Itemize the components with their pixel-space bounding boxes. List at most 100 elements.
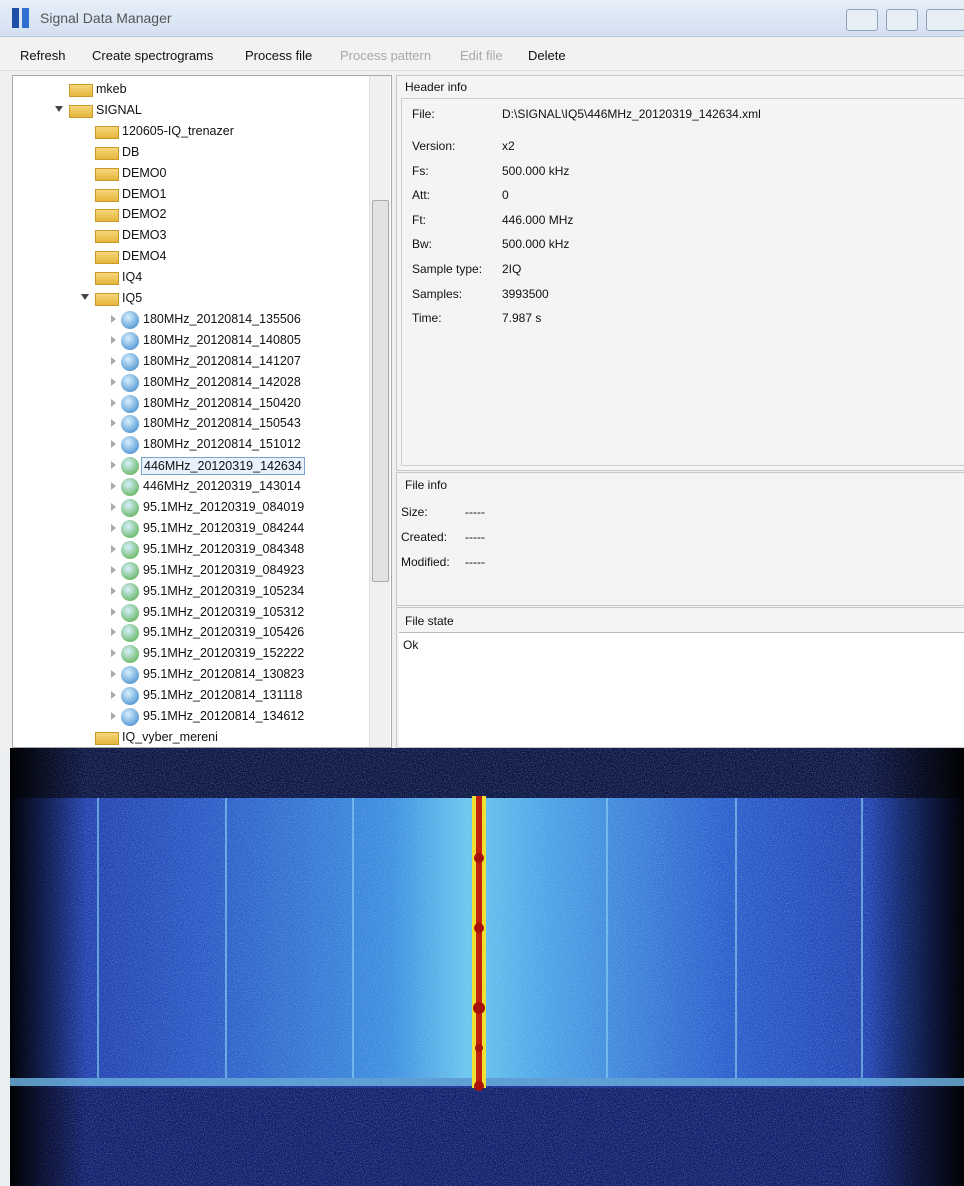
tree-item[interactable]: DEMO1 [122, 186, 167, 201]
field-label: Sample type: [412, 262, 483, 276]
expand-arrow[interactable] [111, 565, 116, 574]
tree-item[interactable]: IQ4 [122, 270, 143, 285]
expand-arrow[interactable] [111, 691, 116, 700]
tree-item[interactable]: 180MHz_20120814_141207 [143, 353, 301, 368]
carrier-lines [97, 798, 863, 1078]
expand-arrow[interactable] [111, 523, 116, 532]
tree-item[interactable]: DEMO0 [122, 165, 167, 180]
expand-arrow[interactable] [55, 105, 63, 112]
field-label: Fs: [412, 163, 429, 178]
expand-arrow[interactable] [111, 712, 116, 720]
tree-item[interactable]: DB [122, 144, 140, 159]
tree-item[interactable]: 95.1MHz_20120319_105312 [143, 604, 305, 619]
tree-item[interactable]: 180MHz_20120814_151012 [143, 437, 301, 452]
file-icon [121, 310, 139, 329]
tree-item[interactable]: 95.1MHz_20120319_105234 [143, 583, 305, 598]
tree-item[interactable]: 95.1MHz_20120319_084244 [143, 520, 305, 535]
menu-item: Process pattern [340, 48, 432, 63]
close-button[interactable] [926, 9, 964, 31]
file-icon [121, 687, 139, 706]
expand-arrow[interactable] [111, 586, 116, 595]
field-label: Ft: [412, 212, 426, 227]
tree-item[interactable]: DEMO2 [122, 207, 167, 222]
field-value: 2IQ [502, 262, 522, 276]
tree-item[interactable]: 95.1MHz_20120319_105426 [143, 625, 305, 640]
file-icon [121, 436, 139, 455]
tree-item[interactable]: 446MHz_20120319_143014 [143, 479, 301, 494]
tree-item[interactable]: 180MHz_20120814_142028 [143, 374, 301, 389]
menu-item[interactable]: Create spectrograms [92, 48, 214, 63]
expand-arrow[interactable] [111, 335, 116, 344]
tree-item[interactable]: IQ_vyber_mereni [122, 729, 218, 744]
folder-icon [95, 731, 119, 745]
expand-arrow[interactable] [111, 356, 116, 365]
scrollbar-thumb[interactable] [372, 200, 389, 582]
expand-arrow[interactable] [111, 544, 116, 553]
tree-item[interactable]: 95.1MHz_20120319_084348 [143, 541, 305, 556]
field-label: Att: [412, 188, 431, 203]
tree-item[interactable]: DEMO4 [122, 249, 167, 264]
expand-arrow[interactable] [111, 503, 116, 511]
tree-item[interactable]: 95.1MHz_20120319_084923 [143, 562, 305, 577]
folder-icon [95, 251, 119, 265]
field-value: 500.000 kHz [502, 237, 570, 252]
expand-arrow[interactable] [111, 482, 116, 491]
field-label: Size: [401, 505, 428, 519]
header-fields: File: D:\SIGNAL\IQ5\446MHz_20120319_14263… [401, 98, 964, 466]
expand-arrow[interactable] [111, 419, 116, 428]
field-value: 0 [502, 188, 509, 203]
tree-item[interactable]: 95.1MHz_20120814_130823 [143, 667, 305, 682]
expand-arrow[interactable] [111, 377, 116, 386]
folder-icon [95, 209, 119, 223]
minimize-button[interactable] [846, 9, 878, 31]
maximize-button[interactable] [886, 9, 918, 31]
file-icon [121, 415, 139, 434]
tree-item[interactable]: 180MHz_20120814_135506 [143, 311, 301, 326]
expand-arrow[interactable] [111, 461, 116, 470]
tree-item[interactable]: 120605-IQ_trenazer [122, 123, 234, 138]
tree-item[interactable]: 95.1MHz_20120319_084019 [143, 500, 305, 514]
edge-fade [10, 748, 964, 1186]
menu-item[interactable]: Refresh [20, 48, 66, 63]
group-title: File info [405, 478, 448, 492]
expand-arrow[interactable] [111, 649, 116, 658]
menu-item[interactable]: Delete [528, 48, 566, 63]
expand-arrow[interactable] [111, 440, 116, 449]
group-title: File state [405, 614, 454, 628]
file-icon [121, 603, 139, 622]
file-info-panel: File info Size: ----- Created: ----- Modifie… [396, 472, 964, 606]
field-label: Modified: [401, 555, 450, 569]
header-info-panel: Header info File: D:\SIGNAL\IQ5\446MHz_20… [396, 75, 964, 471]
tree-item[interactable]: mkeb [96, 82, 127, 96]
field-value: ----- [465, 505, 485, 519]
expand-arrow[interactable] [81, 294, 89, 300]
tree-item[interactable]: SIGNAL [96, 102, 142, 117]
file-icon [121, 373, 139, 392]
tree-item[interactable]: 446MHz_20120319_142634 [141, 457, 305, 476]
file-icon [121, 645, 139, 664]
expand-arrow[interactable] [111, 398, 116, 407]
menu-bar: Refresh Create spectrograms Process file… [0, 38, 964, 71]
expand-arrow[interactable] [111, 607, 116, 616]
tree-item[interactable]: IQ5 [122, 291, 143, 305]
horizontal-line [10, 1078, 964, 1086]
tree-item[interactable]: 95.1MHz_20120319_152222 [143, 646, 305, 661]
tree-item[interactable]: 180MHz_20120814_150543 [143, 416, 301, 431]
expand-arrow[interactable] [111, 628, 116, 637]
tree-item[interactable]: 180MHz_20120814_150420 [143, 395, 301, 410]
tree-item[interactable]: 95.1MHz_20120814_134612 [143, 709, 305, 723]
state-text: Ok [403, 638, 419, 652]
scrollbar[interactable] [369, 76, 390, 747]
menu-item[interactable]: Process file [245, 48, 313, 63]
field-label: Created: [401, 530, 448, 544]
tree-item[interactable]: 180MHz_20120814_140805 [143, 332, 301, 347]
state-text-box: Ok [399, 632, 964, 747]
tree-item[interactable]: 95.1MHz_20120814_131118 [143, 688, 303, 703]
file-icon [121, 561, 139, 580]
window-title: Signal Data Manager [40, 10, 172, 26]
tree-item[interactable]: DEMO3 [122, 228, 167, 243]
file-icon [121, 352, 139, 371]
folder-icon [95, 188, 119, 202]
expand-arrow[interactable] [111, 670, 116, 679]
expand-arrow[interactable] [111, 314, 116, 323]
